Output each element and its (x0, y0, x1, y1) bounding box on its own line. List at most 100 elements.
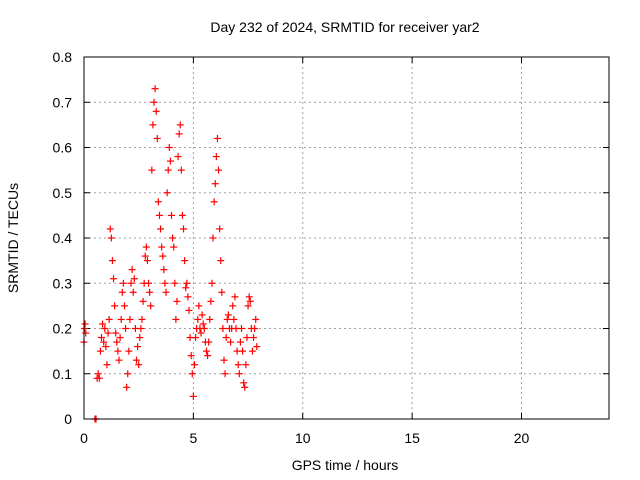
data-point (218, 288, 226, 296)
y-tick-label: 0.1 (53, 366, 73, 382)
data-point (177, 166, 185, 174)
data-point (212, 153, 220, 161)
chart-title: Day 232 of 2024, SRMTID for receiver yar… (210, 19, 479, 35)
data-point (142, 243, 150, 251)
data-point (174, 153, 182, 161)
data-point (151, 85, 159, 93)
data-point (125, 347, 133, 355)
data-point (243, 334, 251, 342)
x-axis-ticks: 0 5 10 15 20 (80, 57, 529, 446)
data-point (211, 180, 219, 188)
data-point (134, 343, 142, 351)
data-point (135, 361, 143, 369)
data-point (205, 338, 213, 346)
data-point (95, 374, 103, 382)
data-point (99, 320, 107, 328)
data-point (126, 315, 134, 323)
data-point (231, 293, 239, 301)
data-point (160, 266, 168, 274)
data-point (155, 211, 163, 219)
data-point (209, 234, 217, 242)
data-point (217, 257, 225, 265)
data-point (165, 144, 173, 151)
data-point (178, 211, 186, 219)
y-tick-label: 0.7 (53, 94, 73, 110)
data-point (241, 383, 249, 391)
y-tick-label: 0.3 (53, 275, 73, 291)
data-point (227, 338, 235, 346)
data-point (198, 311, 206, 319)
data-point (150, 98, 158, 106)
data-point (96, 347, 104, 355)
data-point (98, 334, 105, 342)
x-tick-label: 10 (295, 430, 311, 446)
data-point (238, 325, 245, 332)
data-point (175, 130, 183, 138)
data-point (127, 279, 135, 287)
data-point (94, 370, 102, 378)
data-point (204, 352, 212, 360)
data-point (197, 329, 205, 337)
data-point (102, 343, 110, 351)
data-point (222, 334, 230, 342)
data-point (253, 343, 261, 351)
data-point (110, 275, 118, 283)
data-point (104, 329, 112, 337)
data-point (252, 315, 260, 323)
data-point (229, 302, 237, 310)
data-point (133, 356, 140, 364)
data-point (107, 234, 115, 242)
data-point (136, 334, 144, 342)
data-point (116, 334, 124, 342)
data-point (235, 370, 243, 378)
data-point (148, 166, 156, 174)
data-point (146, 288, 154, 296)
data-point (208, 279, 216, 287)
data-point (153, 134, 161, 142)
data-point (190, 361, 198, 369)
data-point (239, 347, 247, 355)
data-point (143, 257, 151, 265)
data-point (124, 370, 132, 378)
data-point (172, 315, 180, 323)
data-point (171, 279, 179, 287)
data-point (184, 293, 192, 301)
data-point (199, 320, 207, 328)
y-tick-label: 0.4 (53, 230, 73, 246)
data-point (163, 189, 171, 197)
data-point (158, 243, 166, 251)
data-point (115, 356, 123, 364)
data-point (248, 347, 256, 355)
data-point (223, 315, 231, 323)
data-point (162, 288, 170, 296)
data-point (159, 252, 167, 260)
data-point (170, 243, 178, 251)
data-point (120, 302, 128, 310)
data-point (185, 306, 193, 314)
data-points (80, 85, 261, 423)
data-point (213, 134, 221, 142)
data-point (157, 225, 165, 233)
data-point (103, 361, 111, 369)
data-point (113, 338, 121, 346)
data-point (117, 315, 125, 323)
y-tick-label: 0.5 (53, 185, 73, 201)
data-point (119, 279, 127, 287)
data-point (106, 225, 114, 233)
y-tick-label: 0.8 (53, 49, 73, 65)
data-point (147, 302, 155, 310)
y-tick-label: 0 (64, 411, 72, 427)
data-point (137, 325, 145, 332)
data-point (250, 334, 258, 342)
data-point (224, 311, 232, 319)
x-axis-label: GPS time / hours (292, 457, 399, 473)
data-point (221, 370, 229, 378)
data-point (187, 352, 195, 360)
data-point (129, 288, 137, 296)
y-tick-label: 0.6 (53, 140, 73, 156)
data-point (216, 225, 224, 233)
data-point (81, 320, 89, 328)
data-point (219, 325, 227, 332)
data-point (183, 279, 191, 287)
